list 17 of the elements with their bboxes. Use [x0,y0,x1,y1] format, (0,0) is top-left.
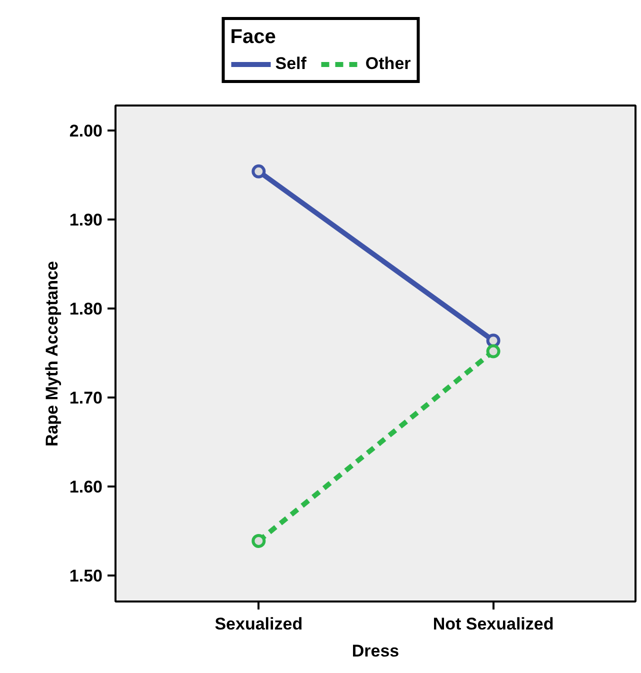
point [252,164,266,178]
point [486,334,500,348]
y-tick-label: 1.70 [69,388,103,408]
point [486,344,500,358]
point [252,534,266,548]
legend-label: Self [275,54,306,74]
y-tick-label: 1.60 [69,478,103,497]
y-tick-label: 1.50 [69,566,103,586]
x-tick-label: Not Sexualized [432,614,554,634]
legend-title: Face [230,26,277,49]
legend-label: Other [365,54,411,74]
x-tick-label: Sexualized [214,614,303,634]
y-axis-title: Rape Myth Acceptance [42,261,62,447]
y-tick-label: 2.00 [69,121,103,140]
y-tick-label: 1.90 [69,210,103,230]
x-axis-title: Dress [352,642,400,660]
y-tick-label: 1.80 [69,300,103,319]
